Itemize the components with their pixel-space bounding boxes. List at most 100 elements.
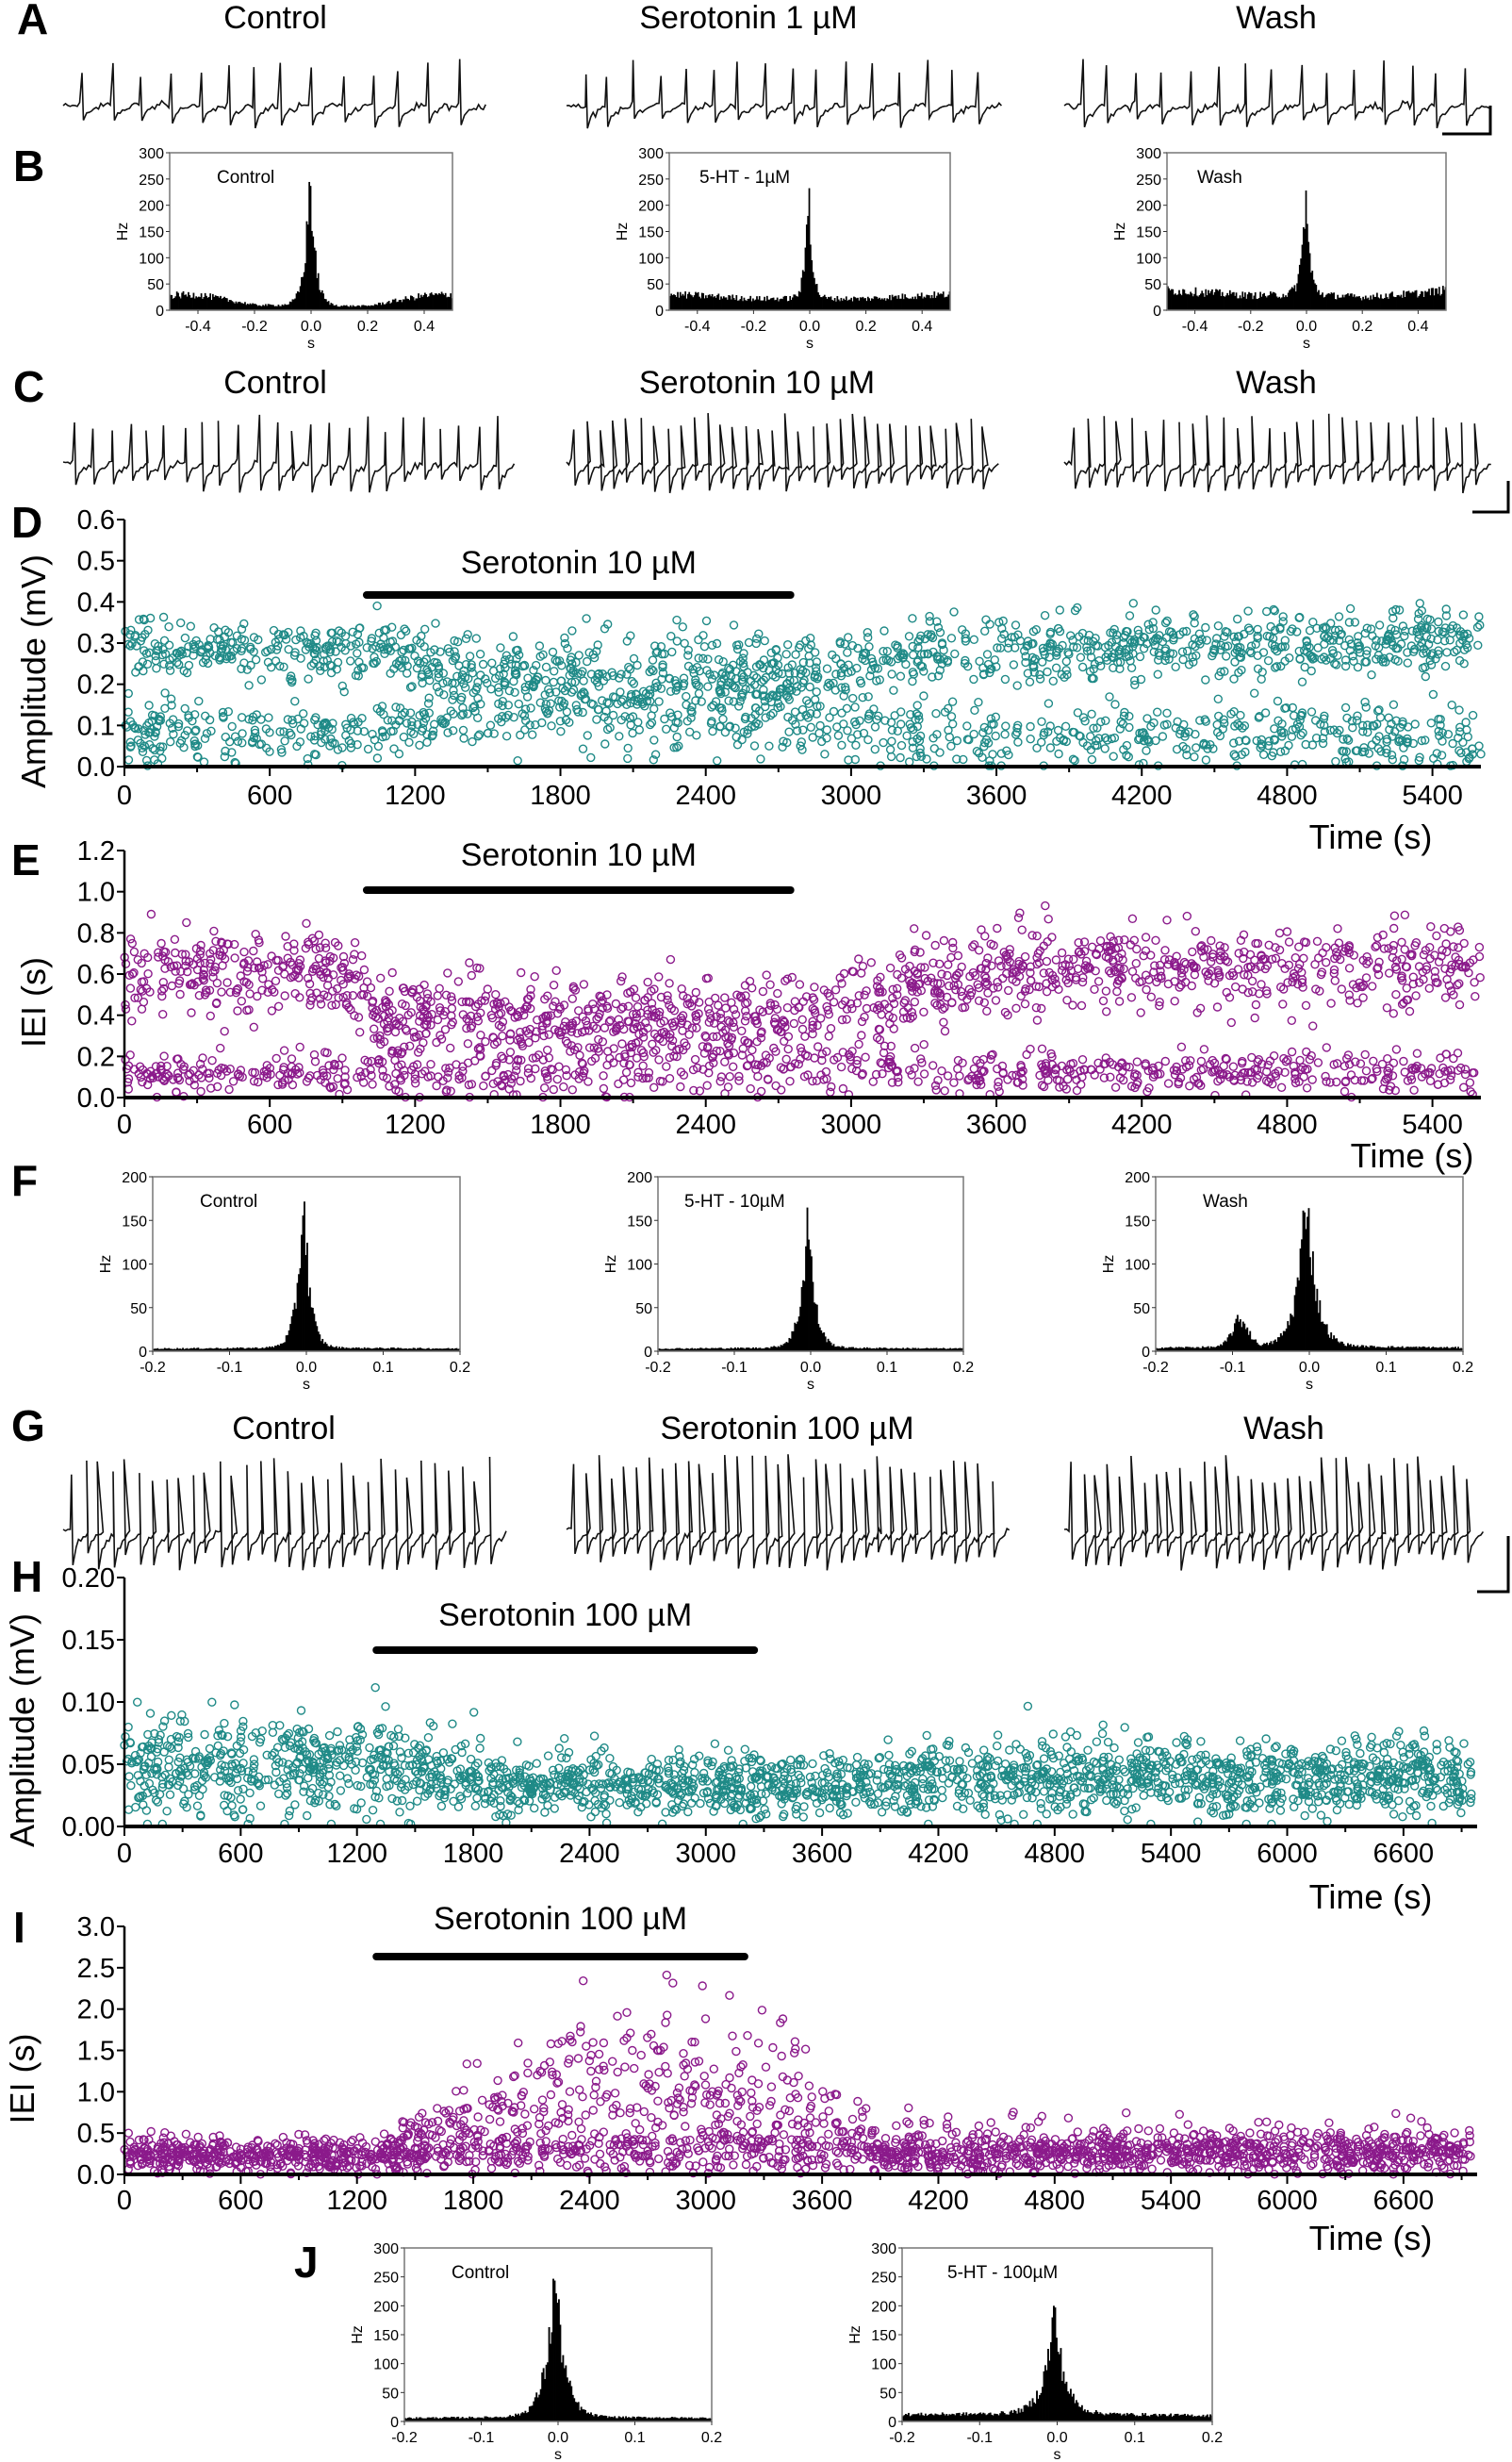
x-axis-label: s <box>554 2447 562 2462</box>
histogram-bar <box>957 2413 960 2421</box>
data-point <box>1387 751 1397 760</box>
data-point <box>1229 674 1239 684</box>
histogram-bar <box>1422 1346 1424 1351</box>
histogram-bar <box>764 296 765 310</box>
data-point <box>1388 755 1398 765</box>
data-point <box>1178 654 1188 665</box>
histogram-bar <box>1253 1339 1256 1351</box>
histogram-bar <box>284 1342 287 1351</box>
x-tick-label: 0.2 <box>953 1360 974 1376</box>
histogram-bar <box>1460 1347 1462 1351</box>
data-point <box>1045 743 1056 752</box>
histogram-bar <box>996 2414 999 2421</box>
histogram-bar <box>728 294 731 310</box>
data-point <box>158 612 169 622</box>
histogram-bar <box>1263 292 1265 310</box>
data-point <box>626 720 635 730</box>
histogram-bar <box>460 2418 463 2421</box>
histogram-bar <box>194 1348 197 1351</box>
histogram-bar <box>320 289 323 310</box>
y-tick-label: 0 <box>139 1345 147 1361</box>
histogram-bar <box>706 2419 708 2421</box>
histogram-bar <box>1181 2414 1183 2421</box>
histogram-bar <box>915 2414 918 2421</box>
data-point <box>969 674 978 685</box>
histogram-bar <box>1336 1338 1339 1351</box>
histogram-bar <box>432 2417 435 2421</box>
data-point <box>762 970 771 980</box>
histogram-bar <box>1377 1347 1380 1351</box>
trace-title: Wash <box>1236 0 1317 36</box>
histogram-bar <box>171 1348 173 1351</box>
data-point <box>593 669 602 679</box>
histogram-bar <box>401 302 403 310</box>
histogram-bar <box>668 1348 671 1351</box>
histogram-bar <box>426 297 429 310</box>
data-point <box>846 734 857 743</box>
histogram-bar <box>1425 291 1428 310</box>
histogram-bar <box>831 299 833 310</box>
data-point <box>953 950 963 961</box>
histogram-bar <box>1418 1347 1421 1351</box>
histogram-bar <box>376 1347 378 1351</box>
data-point <box>712 638 722 649</box>
histogram-bar <box>516 2415 518 2421</box>
histogram-bar <box>821 1332 824 1351</box>
histogram-bar <box>1128 2413 1131 2421</box>
histogram-bar <box>353 306 355 310</box>
y-tick-label: 250 <box>871 2271 896 2287</box>
histogram-bar <box>826 1342 829 1351</box>
histogram-bar <box>1176 2413 1179 2421</box>
histogram-bar <box>1307 1216 1308 1351</box>
histogram-bar <box>1097 2413 1100 2421</box>
histogram-bar <box>1374 1347 1377 1351</box>
histogram-bar <box>584 2409 587 2421</box>
histogram-bar <box>258 305 260 310</box>
data-point <box>896 671 906 681</box>
data-point <box>1382 748 1391 758</box>
histogram-bar <box>918 2415 921 2421</box>
data-point <box>296 653 305 663</box>
histogram-bar <box>1315 285 1318 310</box>
data-point <box>222 978 232 987</box>
data-point <box>125 1050 135 1060</box>
histogram-bar <box>190 1347 192 1351</box>
histogram-bar <box>380 1347 383 1351</box>
histogram-bar <box>1264 295 1267 310</box>
histogram-bar <box>1320 1321 1323 1351</box>
histogram-bar <box>1274 1339 1276 1351</box>
histogram-bar <box>1450 1347 1453 1351</box>
data-point <box>1125 722 1134 733</box>
data-point <box>908 614 917 623</box>
histogram-bar <box>397 1347 400 1351</box>
histogram-bar <box>1318 289 1320 310</box>
data-point <box>1037 657 1047 667</box>
histogram-bar <box>950 1348 953 1351</box>
histogram-bar <box>1195 2416 1197 2421</box>
panel-letter-d: D <box>11 498 42 547</box>
histogram-bar <box>1224 1340 1226 1351</box>
data-point <box>227 721 237 732</box>
y-axis-label: Hz <box>1101 1255 1117 1274</box>
histogram-bar <box>918 295 920 310</box>
data-point <box>720 1057 730 1066</box>
data-point <box>1342 734 1352 744</box>
histogram-bar <box>316 1326 319 1351</box>
histogram-bar <box>288 304 290 310</box>
data-point <box>600 739 610 749</box>
data-point <box>1441 947 1452 957</box>
trace-title: Serotonin 100 µM <box>660 1411 913 1446</box>
histogram-bar <box>977 2413 979 2421</box>
data-point <box>905 1066 914 1075</box>
histogram-bar <box>1266 1342 1268 1351</box>
histogram-bar <box>927 294 929 310</box>
histogram-bar <box>1316 1288 1319 1351</box>
histogram-bar <box>200 1348 203 1351</box>
data-point <box>373 741 384 752</box>
histogram-bar <box>236 303 238 310</box>
data-point <box>574 651 583 660</box>
histogram-bar <box>306 1242 308 1351</box>
histogram-bar <box>172 1348 174 1351</box>
data-point <box>752 634 762 643</box>
histogram-bar <box>333 1347 336 1351</box>
